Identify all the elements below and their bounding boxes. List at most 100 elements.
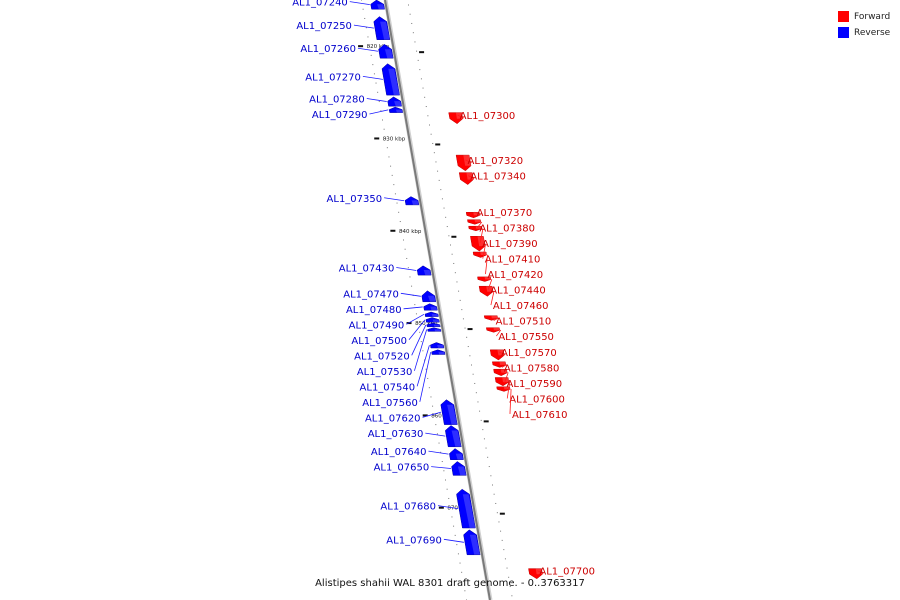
label-leader	[419, 352, 432, 402]
label-leader	[403, 306, 423, 310]
label-leader	[425, 432, 446, 437]
reverse-gene[interactable]	[425, 317, 440, 323]
reverse-gene[interactable]	[430, 342, 445, 349]
forward-gene[interactable]	[455, 154, 472, 172]
reverse-gene-label[interactable]: AL1_07260	[300, 44, 356, 55]
forward-gene[interactable]	[467, 219, 482, 225]
reverse-gene[interactable]	[463, 529, 481, 556]
reverse-gene[interactable]	[426, 322, 441, 328]
reverse-gene[interactable]	[378, 43, 394, 59]
gene-shading	[432, 319, 440, 323]
reverse-gene[interactable]	[421, 290, 437, 303]
reverse-gene-label[interactable]: AL1_07270	[305, 72, 361, 83]
label-leader	[465, 159, 472, 164]
forward-gene-label[interactable]: AL1_07510	[496, 317, 552, 328]
label-leader	[504, 372, 509, 384]
label-leader	[509, 389, 512, 414]
label-leader	[353, 24, 374, 29]
legend: Forward Reverse	[838, 9, 898, 41]
reverse-gene[interactable]	[416, 265, 432, 276]
reverse-gene[interactable]	[381, 63, 400, 96]
gene-shading	[377, 4, 385, 10]
gene-shading	[473, 212, 480, 216]
forward-gene-label[interactable]: AL1_07580	[504, 363, 560, 374]
reverse-gene-label[interactable]: AL1_07640	[371, 447, 427, 458]
reverse-gene-label[interactable]: AL1_07560	[362, 398, 418, 409]
forward-gene-label[interactable]: AL1_07610	[512, 410, 568, 421]
reverse-gene[interactable]	[388, 106, 403, 113]
reverse-gene-label[interactable]: AL1_07290	[312, 110, 368, 121]
reverse-gene-label[interactable]: AL1_07650	[374, 463, 430, 474]
reverse-gene-label[interactable]: AL1_07470	[343, 289, 399, 300]
forward-gene-label[interactable]: AL1_07440	[490, 286, 546, 297]
reverse-gene-label[interactable]: AL1_07480	[346, 305, 402, 316]
reverse-gene-label[interactable]: AL1_07280	[309, 95, 365, 106]
gene-features	[370, 0, 543, 580]
forward-gene-label[interactable]: AL1_07410	[485, 255, 541, 266]
forward-gene-label[interactable]: AL1_07600	[509, 394, 565, 405]
reverse-gene[interactable]	[423, 303, 438, 311]
forward-gene-label[interactable]: AL1_07570	[501, 348, 557, 359]
forward-gene[interactable]	[478, 285, 494, 297]
gene-shading	[434, 329, 441, 332]
forward-gene[interactable]	[496, 386, 511, 392]
legend-forward-label: Forward	[854, 11, 891, 22]
label-leader	[506, 381, 511, 399]
gene-shading	[457, 466, 467, 476]
reverse-gene-label[interactable]: AL1_07490	[349, 320, 405, 331]
reverse-gene-label[interactable]: AL1_07250	[296, 21, 352, 32]
reverse-gene-label[interactable]: AL1_07500	[351, 336, 407, 347]
reverse-gene-label[interactable]: AL1_07620	[365, 413, 421, 424]
reverse-gene-label[interactable]: AL1_07680	[380, 502, 436, 513]
reverse-gene[interactable]	[404, 196, 420, 206]
reverse-gene[interactable]	[427, 327, 442, 332]
reverse-gene[interactable]	[451, 461, 467, 476]
forward-gene-label[interactable]: AL1_07700	[539, 567, 595, 578]
reverse-gene[interactable]	[456, 488, 476, 529]
forward-gene-label[interactable]: AL1_07550	[498, 332, 554, 343]
gene-shading	[380, 21, 390, 40]
tick-label: 840 kbp	[399, 229, 422, 235]
forward-gene[interactable]	[448, 112, 464, 125]
label-leader	[443, 538, 464, 543]
reverse-gene-label[interactable]: AL1_07350	[327, 194, 383, 205]
forward-gene[interactable]	[465, 212, 480, 219]
reverse-gene-label[interactable]: AL1_07630	[368, 429, 424, 440]
forward-gene-label[interactable]: AL1_07320	[468, 156, 524, 167]
reverse-gene[interactable]	[424, 311, 439, 317]
reverse-gene-label[interactable]: AL1_07690	[386, 535, 442, 546]
forward-gene-label[interactable]: AL1_07390	[482, 239, 538, 250]
forward-gene-label[interactable]: AL1_07420	[487, 270, 543, 281]
forward-gene-label[interactable]: AL1_07380	[479, 224, 535, 235]
reverse-gene[interactable]	[387, 96, 402, 107]
forward-gene[interactable]	[485, 327, 501, 333]
reverse-gene-label[interactable]: AL1_07430	[339, 263, 395, 274]
forward-gene-label[interactable]: AL1_07590	[507, 379, 563, 390]
reverse-gene[interactable]	[449, 448, 464, 460]
reverse-gene-label[interactable]: AL1_07520	[354, 351, 410, 362]
gene-shading	[499, 361, 506, 365]
label-leader	[537, 570, 544, 575]
forward-gene-label[interactable]: AL1_07300	[460, 111, 516, 122]
gene-shading	[474, 219, 481, 223]
forward-gene[interactable]	[468, 225, 483, 232]
reverse-gene[interactable]	[445, 425, 462, 448]
gene-shading	[477, 236, 486, 247]
reverse-gene-label[interactable]: AL1_07530	[357, 367, 413, 378]
forward-gene-label[interactable]: AL1_07340	[470, 172, 526, 183]
forward-gene[interactable]	[493, 368, 508, 376]
forward-gene[interactable]	[483, 315, 498, 321]
reverse-gene[interactable]	[440, 399, 458, 425]
forward-gene[interactable]	[491, 361, 507, 368]
forward-gene[interactable]	[458, 172, 474, 185]
reverse-gene[interactable]	[373, 16, 391, 40]
forward-gene-label[interactable]: AL1_07460	[493, 301, 549, 312]
forward-gene-label[interactable]: AL1_07370	[477, 208, 533, 219]
forward-gene[interactable]	[477, 276, 492, 282]
reverse-gene[interactable]	[370, 0, 385, 10]
reverse-gene[interactable]	[431, 349, 446, 355]
reverse-gene-label[interactable]: AL1_07540	[360, 382, 416, 393]
gene-labels: AL1_07240 AL1_07250 AL1_07260 AL1_07270 AL1_…	[292, 0, 595, 578]
reverse-gene-label[interactable]: AL1_07240	[292, 0, 348, 9]
